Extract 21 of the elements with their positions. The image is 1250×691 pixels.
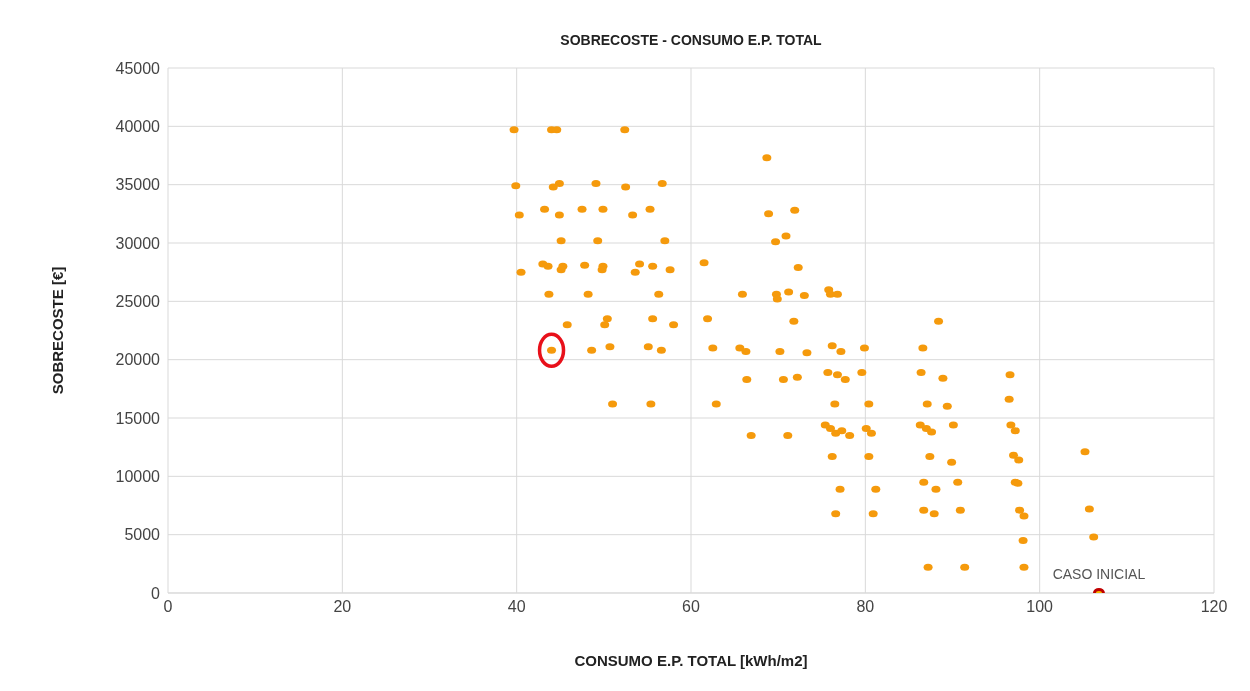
y-tick-label: 10000 (115, 468, 161, 486)
y-tick-label: 45000 (115, 59, 161, 77)
chart-title: SOBRECOSTE - CONSUMO E.P. TOTAL (559, 32, 823, 48)
x-tick-label: 40 (507, 598, 526, 616)
annotation: CASO INICIAL (1052, 566, 1146, 582)
y-tick-label: 30000 (115, 234, 161, 252)
x-tick-label: 60 (682, 598, 700, 616)
y-tick-label: 25000 (115, 293, 161, 311)
x-tick-label: 80 (856, 598, 875, 616)
x-tick-label: 0 (163, 598, 173, 616)
y-axis-title: SOBRECOSTE [€] (49, 266, 67, 395)
x-tick-label: 120 (1200, 598, 1228, 616)
y-tick-label: 20000 (115, 351, 161, 369)
y-tick-label: 0 (151, 584, 161, 602)
y-tick-label: 15000 (115, 409, 161, 427)
y-tick-label: 5000 (124, 526, 161, 544)
x-axis-title: CONSUMO E.P. TOTAL [kWh/m2] (574, 651, 808, 669)
x-tick-label: 20 (333, 598, 352, 616)
y-tick-label: 35000 (115, 176, 161, 194)
x-tick-label: 100 (1026, 598, 1054, 616)
y-tick-label: 40000 (115, 118, 161, 136)
